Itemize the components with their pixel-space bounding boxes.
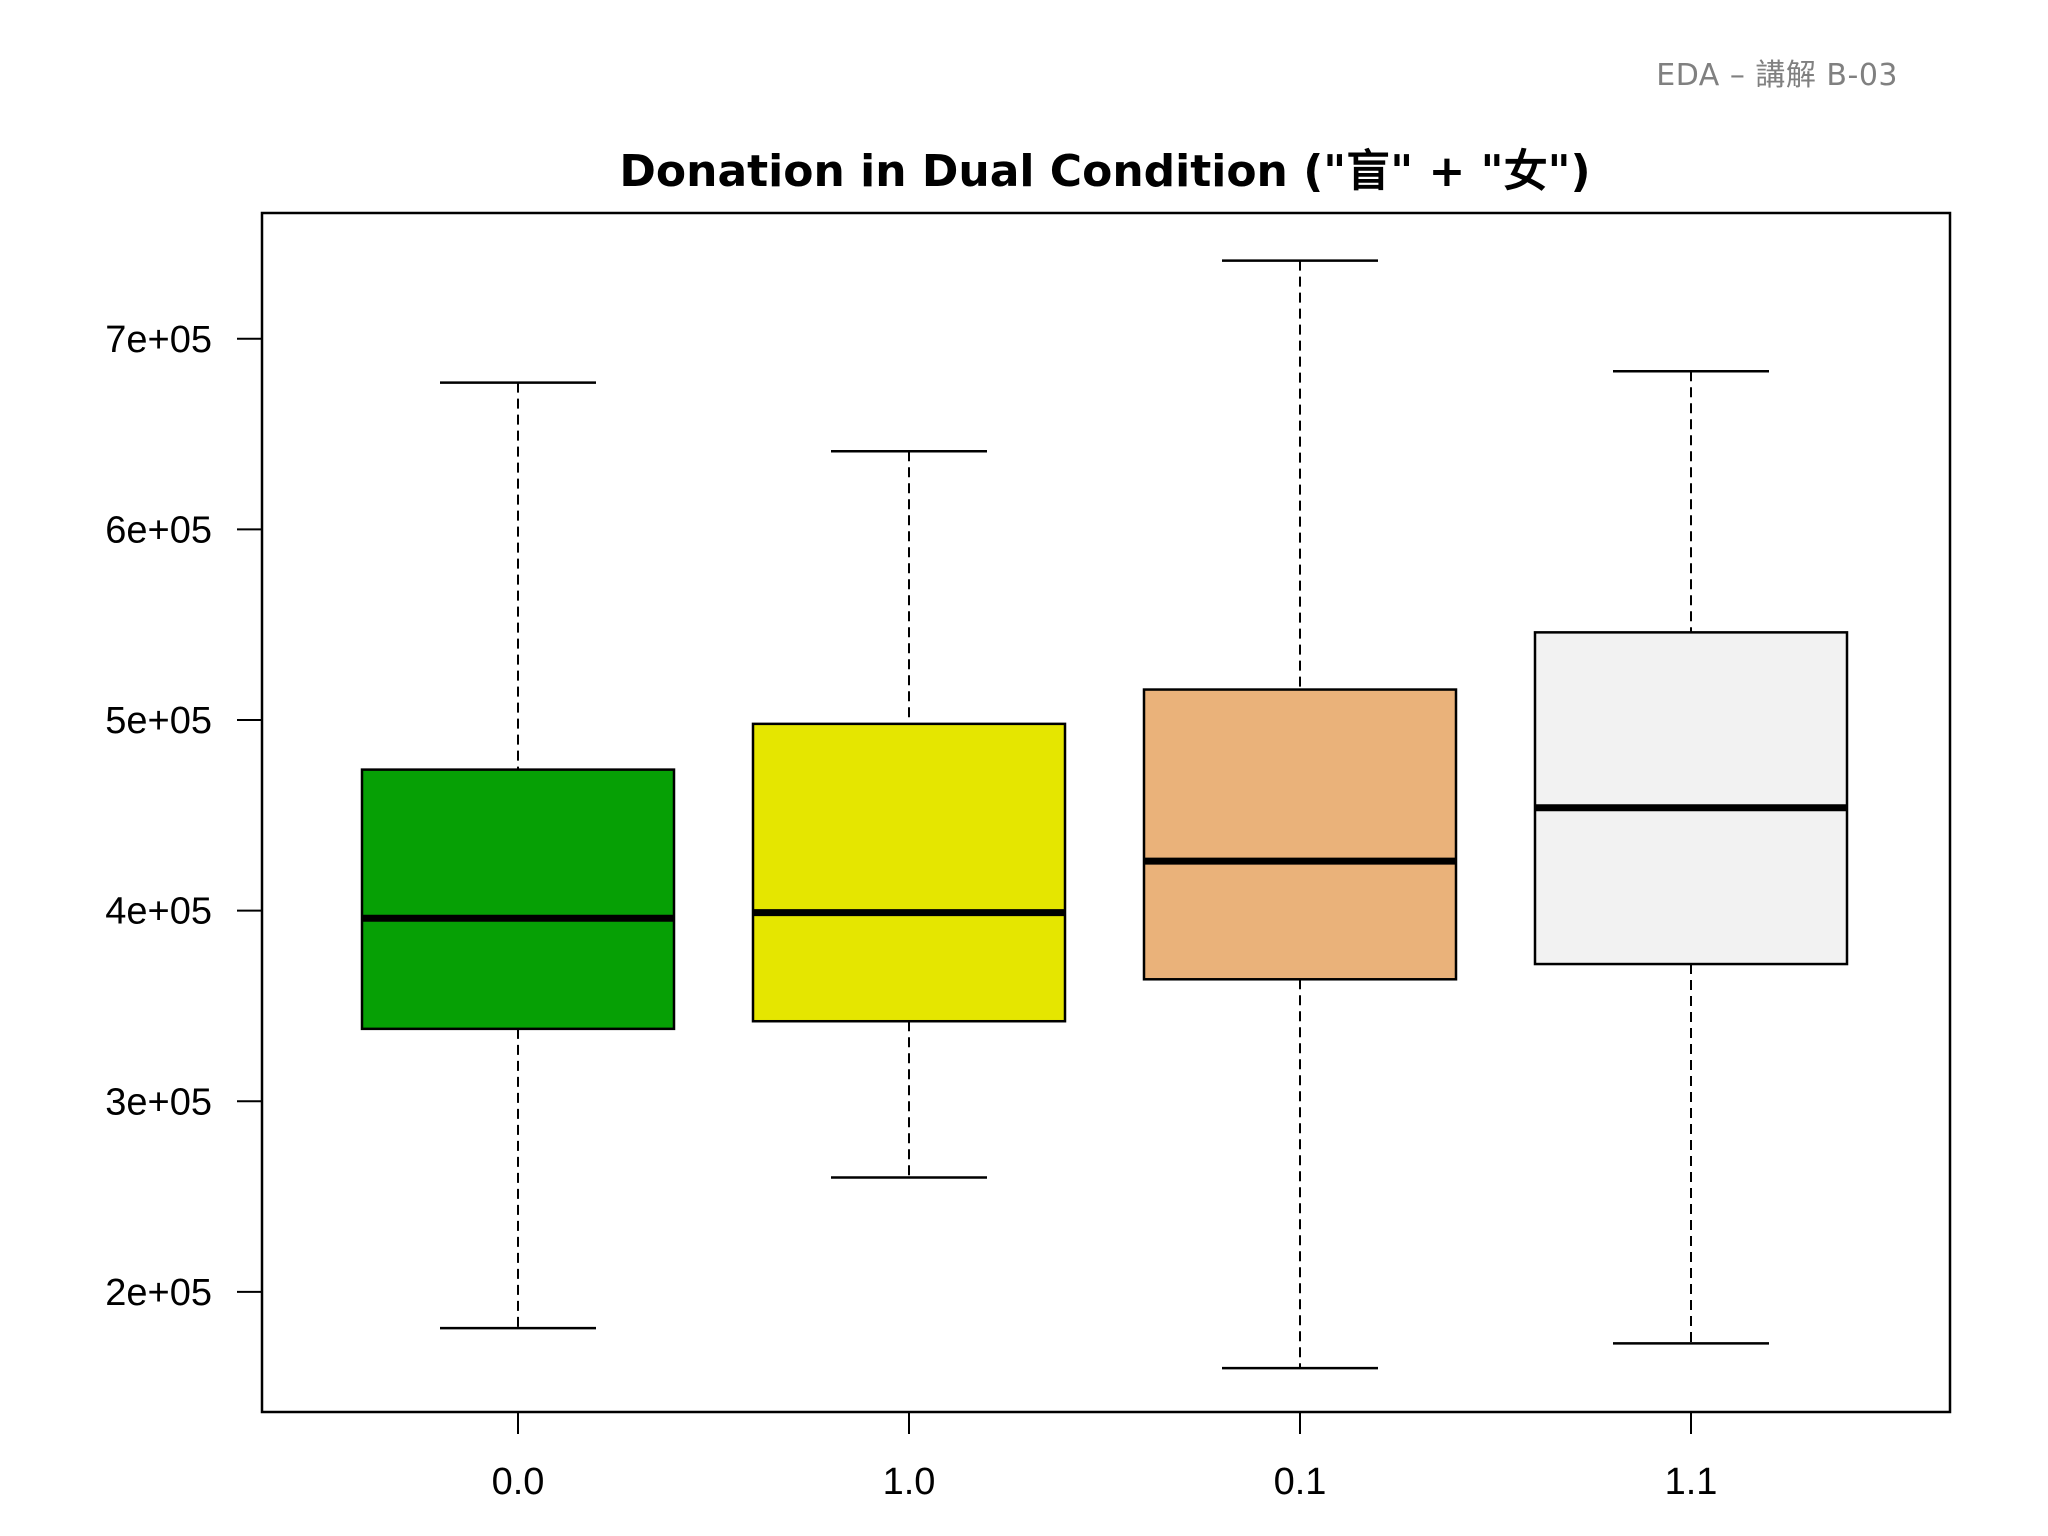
- x-tick-label: 1.1: [1665, 1461, 1718, 1503]
- box-series: [360, 259, 1849, 1370]
- x-tick-label: 0.1: [1274, 1461, 1327, 1503]
- y-tick-label: 5e+05: [105, 700, 212, 742]
- box-0-0: [360, 381, 676, 1330]
- page-label: EDA – 講解 B-03: [1656, 58, 1898, 93]
- y-tick-label: 6e+05: [105, 509, 212, 551]
- box-0-1: [1142, 259, 1458, 1370]
- box-body: [1533, 631, 1849, 966]
- y-tick-label: 3e+05: [105, 1081, 212, 1123]
- box-1-1: [1533, 369, 1849, 1345]
- chart-title: Donation in Dual Condition ("盲" + "女"): [619, 146, 1590, 197]
- box-1-0: [751, 450, 1067, 1179]
- box-body: [751, 722, 1067, 1023]
- x-tick-label: 1.0: [883, 1461, 936, 1503]
- y-tick-label: 4e+05: [105, 891, 212, 933]
- y-tick-label: 2e+05: [105, 1272, 212, 1314]
- x-axis: 0.0 1.0 0.1 1.1: [492, 1412, 1718, 1503]
- x-tick-label: 0.0: [492, 1461, 545, 1503]
- y-axis: 2e+05 3e+05 4e+05 5e+05 6e+05 7e+05: [105, 319, 262, 1314]
- box-body: [1142, 688, 1458, 981]
- y-tick-label: 7e+05: [105, 319, 212, 361]
- plot-frame: [260, 211, 1952, 1414]
- box-body: [360, 768, 676, 1031]
